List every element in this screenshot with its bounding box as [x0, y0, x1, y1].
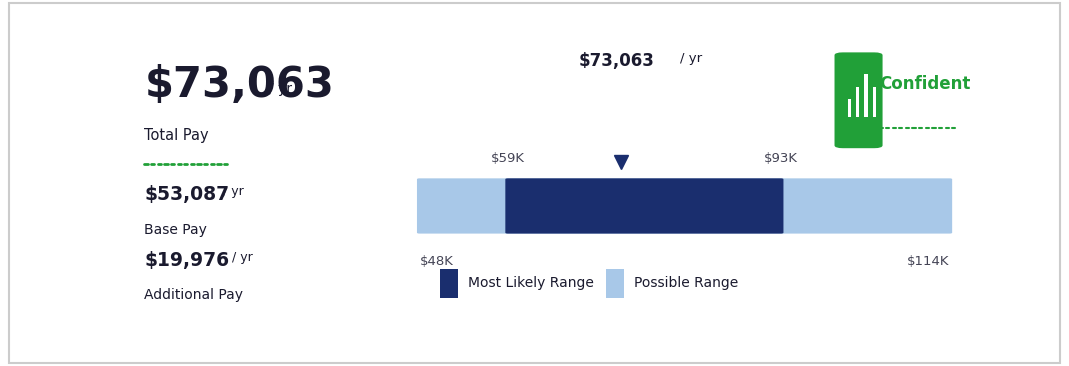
Text: Confident: Confident — [879, 75, 971, 93]
Text: $93K: $93K — [764, 152, 797, 165]
Text: / yr: / yr — [681, 52, 702, 66]
Bar — [856, 87, 859, 117]
Text: Additional Pay: Additional Pay — [144, 288, 244, 302]
Text: $53,087: $53,087 — [144, 185, 230, 204]
Text: $19,976: $19,976 — [144, 251, 230, 270]
Text: $73,063: $73,063 — [144, 64, 335, 106]
Bar — [848, 100, 851, 117]
Text: / yr: / yr — [223, 185, 244, 198]
Text: Total Pay: Total Pay — [144, 128, 210, 143]
Text: / yr: / yr — [232, 251, 253, 264]
Text: $73,063: $73,063 — [578, 52, 654, 70]
Text: Base Pay: Base Pay — [144, 223, 207, 237]
FancyBboxPatch shape — [417, 178, 952, 234]
Bar — [440, 269, 459, 298]
Text: $59K: $59K — [491, 152, 525, 165]
Text: $114K: $114K — [908, 255, 949, 268]
Text: $48K: $48K — [419, 255, 453, 268]
Bar — [865, 74, 868, 117]
FancyBboxPatch shape — [506, 178, 784, 234]
Text: Possible Range: Possible Range — [634, 276, 739, 291]
Bar — [872, 87, 876, 117]
Text: Most Likely Range: Most Likely Range — [468, 276, 594, 291]
FancyBboxPatch shape — [835, 52, 883, 148]
Bar — [606, 269, 624, 298]
Text: / yr: / yr — [268, 82, 292, 96]
